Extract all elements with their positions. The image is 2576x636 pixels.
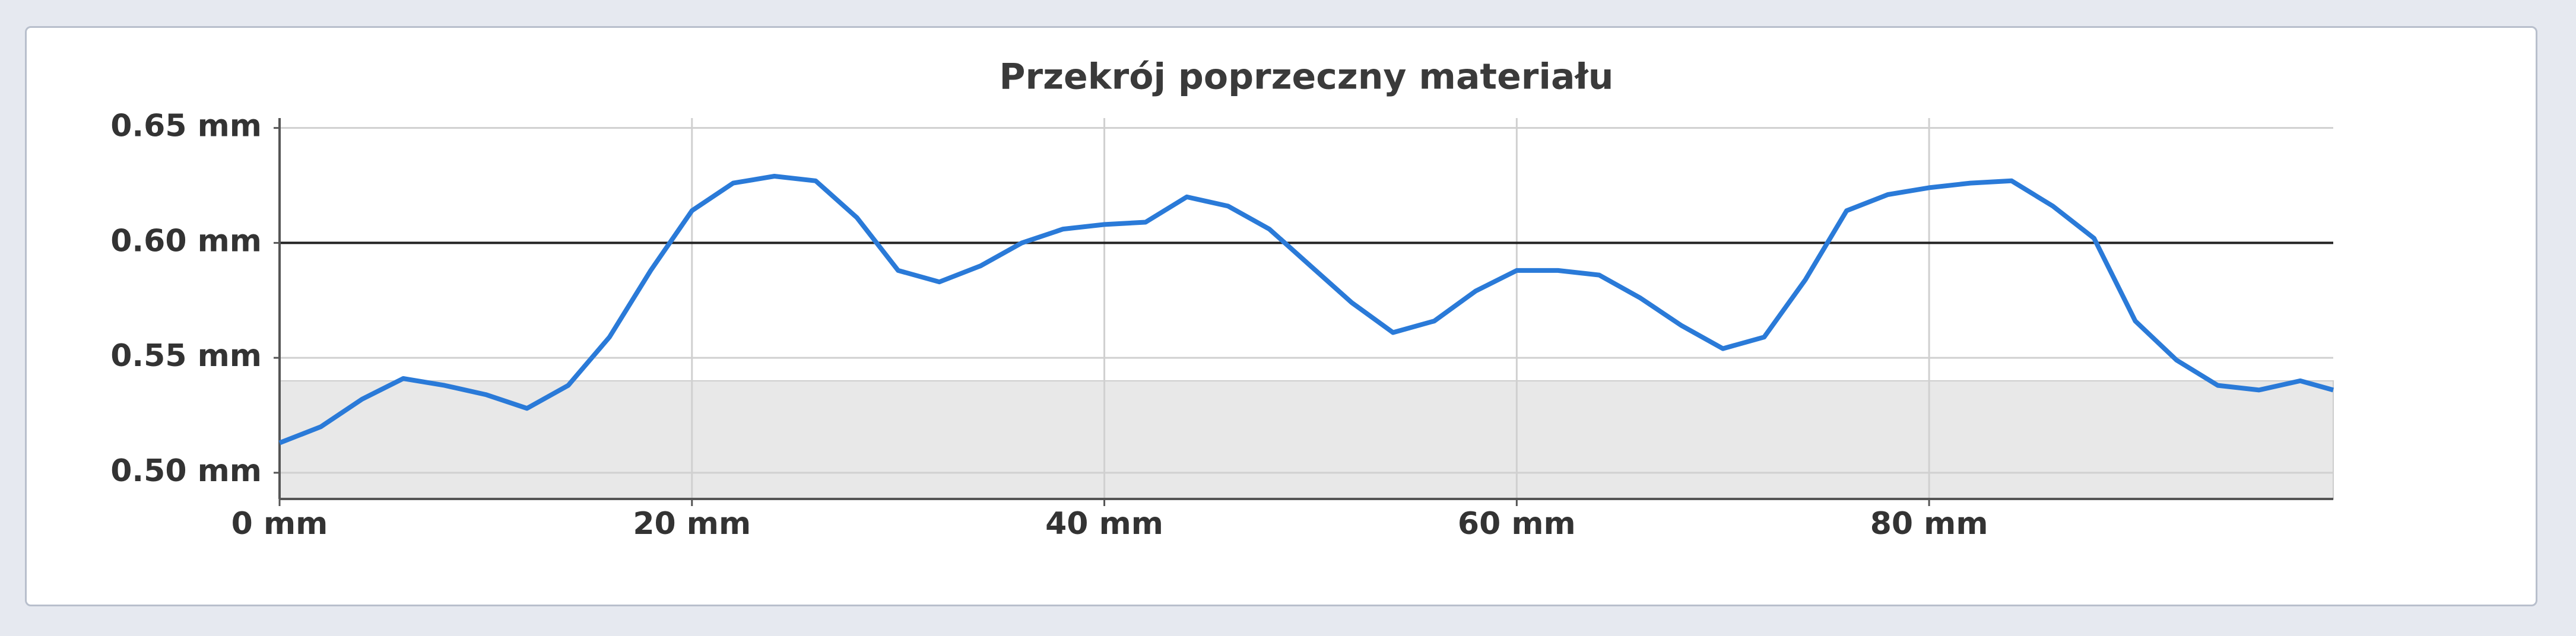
- y-tick-label: 0.60 mm: [110, 223, 262, 259]
- chart-card: [25, 26, 2537, 606]
- x-tick-label: 80 mm: [1870, 506, 1988, 542]
- x-tick-label: 40 mm: [1045, 506, 1163, 542]
- data-line: [278, 174, 2334, 446]
- x-tick-label: 0 mm: [231, 506, 328, 542]
- chart-title: Przekrój poprzeczny materiału: [1000, 56, 1614, 98]
- x-tick-label: 20 mm: [633, 506, 751, 542]
- y-tick-label: 0.55 mm: [110, 338, 262, 374]
- y-tick-label: 0.65 mm: [110, 109, 262, 144]
- x-tick-label: 60 mm: [1458, 506, 1576, 542]
- shaded-band: [279, 380, 2334, 500]
- y-tick-label: 0.50 mm: [110, 453, 262, 489]
